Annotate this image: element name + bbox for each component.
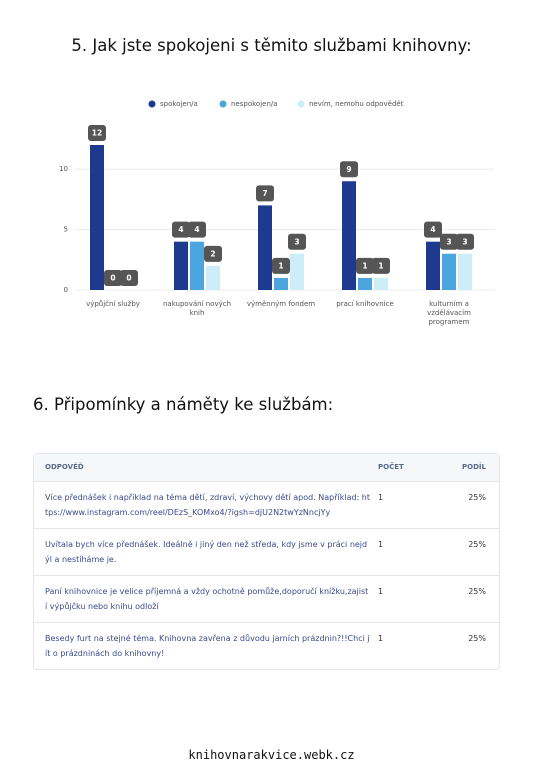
header-cell: POČET [378, 463, 404, 471]
data-label-bg [288, 233, 306, 250]
data-label-bg [440, 233, 458, 250]
data-label: 3 [446, 237, 451, 246]
data-label-bg [104, 270, 122, 286]
table-cell: 25% [468, 540, 486, 549]
bar [290, 253, 304, 290]
legend-label: spokojen/a [160, 100, 198, 108]
data-label: 0 [126, 274, 131, 283]
y-tick-label: 10 [59, 165, 68, 173]
bar [190, 241, 204, 290]
table-cell: 25% [468, 634, 486, 643]
table-cell: 25% [468, 493, 486, 502]
table-header: ODPOVĚĎ POČET PODÍL [34, 454, 499, 481]
data-label-bg [204, 245, 222, 262]
table: ODPOVĚĎ POČET PODÍL Více přednášek i napřík… [33, 453, 500, 670]
x-tick-label: nakupování nových knih [162, 300, 232, 317]
data-label: 4 [430, 225, 435, 234]
legend-marker [148, 100, 156, 108]
bar [174, 241, 188, 290]
data-label: 3 [294, 237, 299, 246]
data-label: 4 [194, 225, 199, 234]
table-row: Více přednášek i například na téma dětí,… [34, 481, 499, 528]
table-cell: Více přednášek i například na téma dětí,… [45, 493, 371, 517]
legend-marker [297, 100, 305, 108]
bar [342, 181, 356, 290]
data-label-bg [256, 185, 274, 202]
data-label: 12 [92, 129, 102, 138]
table-row: Uvítala bych více přednášek. Ideálně i j… [34, 528, 499, 575]
table-cell: Uvítala bych více přednášek. Ideálně i j… [45, 540, 368, 564]
y-tick-label: 0 [64, 286, 68, 294]
footer-url: knihovnarakvice.webk.cz [188, 748, 355, 762]
table-cell: Paní knihovnice je velice příjemná a vžd… [45, 587, 369, 611]
data-label: 0 [110, 274, 115, 283]
bar [206, 265, 220, 290]
table-row: Paní knihovnice je velice příjemná a vžd… [34, 575, 499, 622]
table-cell: 1 [378, 540, 384, 549]
bar [358, 277, 372, 290]
data-label: 1 [378, 261, 383, 270]
x-tick-label: výpůjční služby [86, 300, 140, 308]
x-tick-label: kulturním a vzdělávacím programem [427, 300, 471, 326]
legend-label: nevím, nemohu odpovědět [309, 100, 404, 108]
header-cell: ODPOVĚĎ [45, 463, 84, 471]
data-label-bg [272, 257, 290, 274]
header-cell: PODÍL [462, 463, 486, 471]
bar [426, 241, 440, 290]
data-label-bg [456, 233, 474, 250]
table-row: Besedy furt na stejné téma. Knihovna zav… [34, 622, 499, 669]
bar [258, 205, 272, 290]
data-label-bg [424, 221, 442, 238]
bar [374, 277, 388, 290]
chart-title: 5. Jak jste spokojeni s těmito službami … [71, 36, 472, 55]
data-label: 9 [346, 165, 351, 174]
data-label-bg [372, 257, 390, 274]
data-label: 1 [362, 261, 367, 270]
data-label-bg [340, 161, 358, 178]
table-cell: 1 [378, 493, 384, 502]
data-label-bg [172, 221, 190, 238]
bar [458, 253, 472, 290]
y-tick-label: 5 [64, 226, 68, 234]
data-label-bg [88, 125, 106, 141]
data-label: 3 [462, 237, 467, 246]
section-title: 6. Připomínky a náměty ke službám: [33, 395, 334, 414]
data-label: 7 [262, 189, 267, 198]
data-label: 4 [178, 225, 183, 234]
data-label-bg [120, 270, 138, 286]
legend-marker [219, 100, 227, 108]
legend-label: nespokojen/a [231, 100, 278, 108]
table-cell: Besedy furt na stejné téma. Knihovna zav… [45, 634, 370, 658]
table-cell: 25% [468, 587, 486, 596]
x-tick-label: prací knihovnice [336, 300, 394, 308]
data-label-bg [188, 221, 206, 238]
bar [442, 253, 456, 290]
data-label: 2 [210, 249, 215, 258]
data-label: 1 [278, 261, 283, 270]
table-cell: 1 [378, 634, 384, 643]
bar [274, 277, 288, 290]
x-tick-label: výměnným fondem [246, 300, 316, 308]
data-label-bg [356, 257, 374, 274]
table-cell: 1 [378, 587, 384, 596]
bar [90, 145, 104, 290]
